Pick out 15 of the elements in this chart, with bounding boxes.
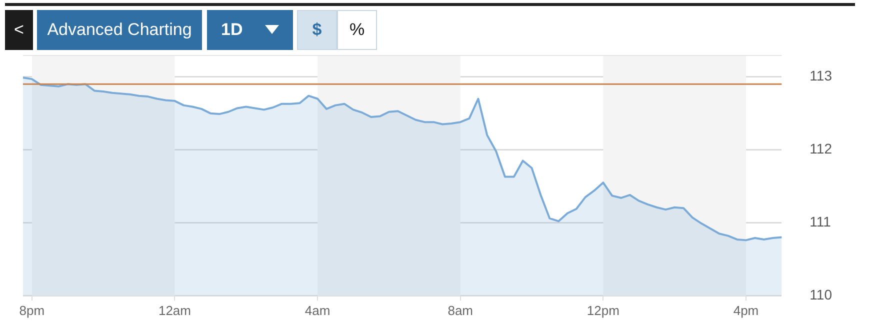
x-tick-label: 12pm	[586, 302, 620, 318]
y-tick-label: 111	[810, 214, 832, 230]
x-tick-label: 4am	[304, 302, 330, 318]
y-tick-label: 113	[810, 68, 832, 84]
x-tick-label: 12am	[158, 302, 191, 318]
y-tick-label: 112	[810, 140, 832, 157]
text: %	[349, 20, 365, 40]
x-tick-label: 4pm	[733, 302, 759, 318]
text: <	[14, 20, 24, 40]
x-tick-label: 8am	[448, 302, 474, 318]
text: 1D	[221, 20, 243, 40]
y-tick-label: 110	[810, 286, 832, 302]
text: Advanced Charting	[47, 20, 192, 40]
text: $	[312, 20, 322, 40]
x-tick-label: 8pm	[19, 302, 45, 318]
